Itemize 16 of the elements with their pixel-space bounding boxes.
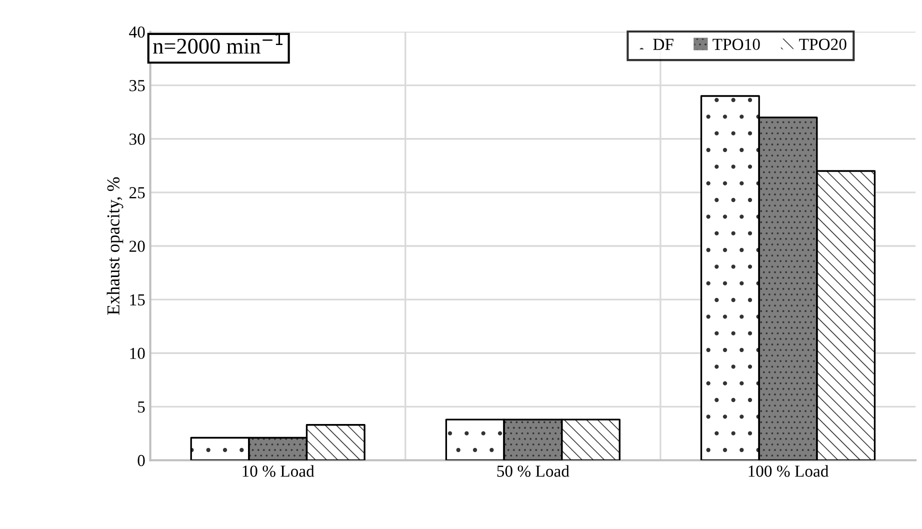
y-tick-label: 30 — [130, 134, 145, 145]
y-tick-label: 5 — [138, 402, 145, 413]
legend-label: TPO10 — [712, 38, 760, 50]
y-tick-label: 10 — [130, 348, 145, 360]
y-tick-label: 15 — [130, 294, 145, 306]
x-tick-label: 50 % Load — [497, 465, 570, 477]
y-tick-label: 20 — [129, 240, 145, 252]
y-tick-label: 35 — [130, 80, 145, 92]
y-tick-label: 0 — [138, 454, 145, 466]
y-tick-label: 40 — [129, 26, 145, 38]
legend-label: TPO20 — [799, 38, 846, 50]
x-tick-label: 100 % Load — [748, 465, 829, 477]
y-tick-label: 25 — [129, 187, 145, 198]
legend-label: DF — [653, 38, 674, 50]
x-tick-label: 10 % Load — [242, 465, 314, 477]
y-axis-title: Exhaust opacity, % — [106, 177, 124, 315]
